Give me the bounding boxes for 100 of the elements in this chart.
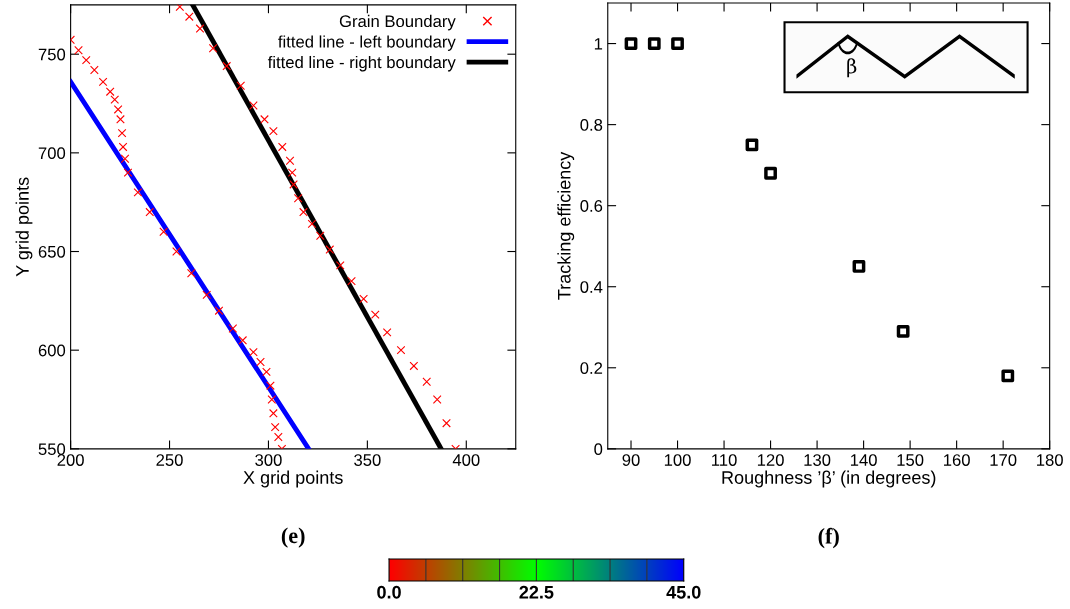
y-tick-label: 750 (38, 48, 66, 61)
point (269, 408, 278, 418)
y-tick-label: 0.6 (580, 200, 603, 212)
y-axis-title: Tracking efficiency (557, 151, 575, 300)
text: 22.5 (519, 585, 554, 599)
x-tick-label: 110 (712, 454, 737, 466)
point (432, 395, 442, 404)
point (260, 114, 269, 124)
x-tick-label: 400 (452, 454, 480, 466)
x-tick-label: 90 (622, 454, 640, 466)
point (118, 142, 128, 152)
point (81, 55, 91, 65)
point (90, 65, 99, 75)
point (325, 245, 335, 254)
y-tick-label: 0.4 (580, 281, 603, 293)
x-tick-label: 200 (57, 454, 84, 466)
point (287, 168, 297, 177)
legend-label: fitted line - right boundary (267, 55, 456, 72)
point (105, 87, 115, 97)
point (896, 324, 910, 338)
point (117, 128, 127, 138)
point (422, 377, 432, 387)
y-tick-label: 600 (38, 344, 66, 357)
point (175, 4, 185, 12)
text: 45.0 (666, 585, 701, 599)
point (214, 306, 224, 316)
point (195, 24, 205, 33)
point (113, 105, 123, 114)
point (249, 101, 258, 110)
point (370, 310, 380, 320)
x-tick-label: 170 (990, 454, 1017, 466)
point (299, 207, 308, 217)
x-tick-label: 130 (804, 454, 831, 466)
y-tick-label: 0 (594, 443, 603, 456)
point (624, 37, 638, 50)
point (293, 193, 303, 203)
text: (f) (818, 527, 839, 549)
y-tick-label: 0.2 (580, 362, 603, 374)
point (764, 166, 777, 180)
y-tick-label: 1 (594, 38, 603, 50)
point (277, 142, 287, 152)
point (671, 37, 684, 50)
legend-label: Grain Boundary (339, 14, 456, 31)
x-tick-label: 150 (897, 454, 924, 466)
x-tick-label: 100 (664, 454, 691, 466)
point (186, 268, 196, 278)
point (745, 138, 759, 152)
annotation: β (847, 58, 857, 78)
y-tick-label: 700 (38, 147, 66, 160)
point (98, 77, 108, 87)
y-tick-label: 0.8 (580, 119, 603, 131)
point (159, 227, 168, 237)
y-tick-label: 550 (38, 443, 66, 456)
text: (e) (281, 527, 305, 548)
y-tick-label: 650 (38, 245, 66, 258)
x-tick-label: 120 (757, 454, 784, 466)
point (228, 324, 238, 333)
point (285, 156, 295, 166)
point (262, 367, 271, 377)
x-axis-title: Roughness ’β’ (in degrees) (722, 470, 936, 488)
point (852, 260, 866, 273)
point (184, 12, 194, 22)
y-axis-title: Y grid points (15, 177, 33, 277)
point (256, 357, 265, 367)
point (315, 231, 325, 241)
x-tick-label: 140 (850, 454, 877, 466)
point (249, 347, 258, 357)
point (238, 335, 248, 345)
point (123, 168, 133, 177)
point (442, 418, 451, 428)
point (236, 81, 246, 91)
point (269, 126, 278, 136)
point (266, 381, 275, 391)
point (172, 247, 181, 256)
point (120, 154, 130, 164)
point (110, 95, 120, 104)
point (289, 180, 298, 189)
point (273, 432, 283, 442)
x-tick-label: 160 (944, 454, 970, 466)
point (647, 37, 661, 50)
point (208, 43, 218, 53)
point (409, 361, 419, 371)
point (74, 45, 83, 55)
point (335, 260, 345, 270)
point (1001, 369, 1015, 383)
point (396, 345, 406, 355)
point (382, 328, 392, 337)
point (222, 61, 232, 71)
x-tick-label: 300 (255, 454, 282, 466)
point (347, 276, 356, 286)
text: 0.0 (377, 585, 401, 599)
legend-label: fitted line - left boundary (278, 35, 456, 51)
point (133, 187, 143, 197)
x-tick-label: 180 (1037, 454, 1063, 466)
point (359, 294, 368, 304)
point (307, 219, 317, 229)
point (267, 395, 277, 404)
point (270, 422, 280, 432)
x-tick-label: 250 (156, 454, 183, 466)
point (202, 290, 212, 300)
